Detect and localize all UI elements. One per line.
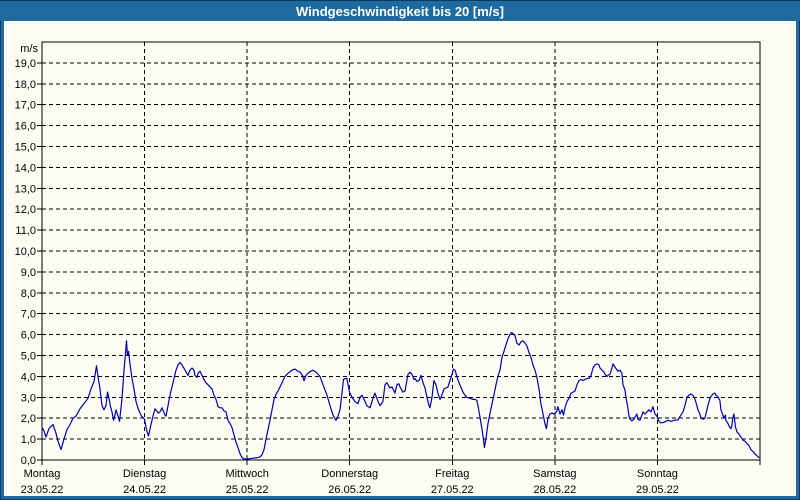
x-day-name-label: Montag — [24, 468, 61, 480]
y-tick-label: 9,0 — [21, 267, 36, 279]
x-day-name-label: Dienstag — [123, 468, 166, 480]
wind-speed-line — [41, 331, 760, 460]
window-title-bar[interactable]: Windgeschwindigkeit bis 20 [m/s] — [0, 0, 800, 21]
y-tick-label: 13,0 — [15, 183, 36, 195]
x-day-date-label: 26.05.22 — [328, 484, 371, 496]
x-day-name-label: Sonntag — [637, 468, 678, 480]
x-day-date-label: 24.05.22 — [123, 484, 166, 496]
y-tick-label: 18,0 — [15, 79, 36, 91]
x-day-date-label: 23.05.22 — [21, 484, 64, 496]
y-tick-label: 5,0 — [21, 351, 36, 363]
y-tick-label: 4,0 — [21, 371, 36, 383]
y-axis-unit-label: m/s — [20, 43, 38, 55]
y-tick-label: 2,0 — [21, 413, 36, 425]
x-day-date-label: 29.05.22 — [636, 484, 679, 496]
x-day-name-label: Mittwoch — [225, 468, 268, 480]
y-tick-label: 0,0 — [21, 455, 36, 467]
x-day-name-label: Donnerstag — [321, 468, 378, 480]
y-tick-label: 12,0 — [15, 204, 36, 216]
y-tick-label: 3,0 — [21, 392, 36, 404]
x-day-name-label: Freitag — [435, 468, 469, 480]
y-tick-label: 10,0 — [15, 246, 36, 258]
y-tick-label: 17,0 — [15, 100, 36, 112]
y-tick-label: 19,0 — [15, 58, 36, 70]
y-tick-label: 16,0 — [15, 121, 36, 133]
y-tick-label: 1,0 — [21, 434, 36, 446]
y-tick-label: 15,0 — [15, 142, 36, 154]
x-day-date-label: 27.05.22 — [431, 484, 474, 496]
y-tick-label: 11,0 — [15, 225, 36, 237]
y-tick-label: 7,0 — [21, 309, 36, 321]
y-tick-label: 6,0 — [21, 330, 36, 342]
x-day-name-label: Samstag — [533, 468, 576, 480]
y-tick-label: 8,0 — [21, 288, 36, 300]
x-day-date-label: 25.05.22 — [226, 484, 269, 496]
x-day-date-label: 28.05.22 — [533, 484, 576, 496]
y-tick-label: 14,0 — [15, 162, 36, 174]
window-title: Windgeschwindigkeit bis 20 [m/s] — [296, 3, 504, 19]
